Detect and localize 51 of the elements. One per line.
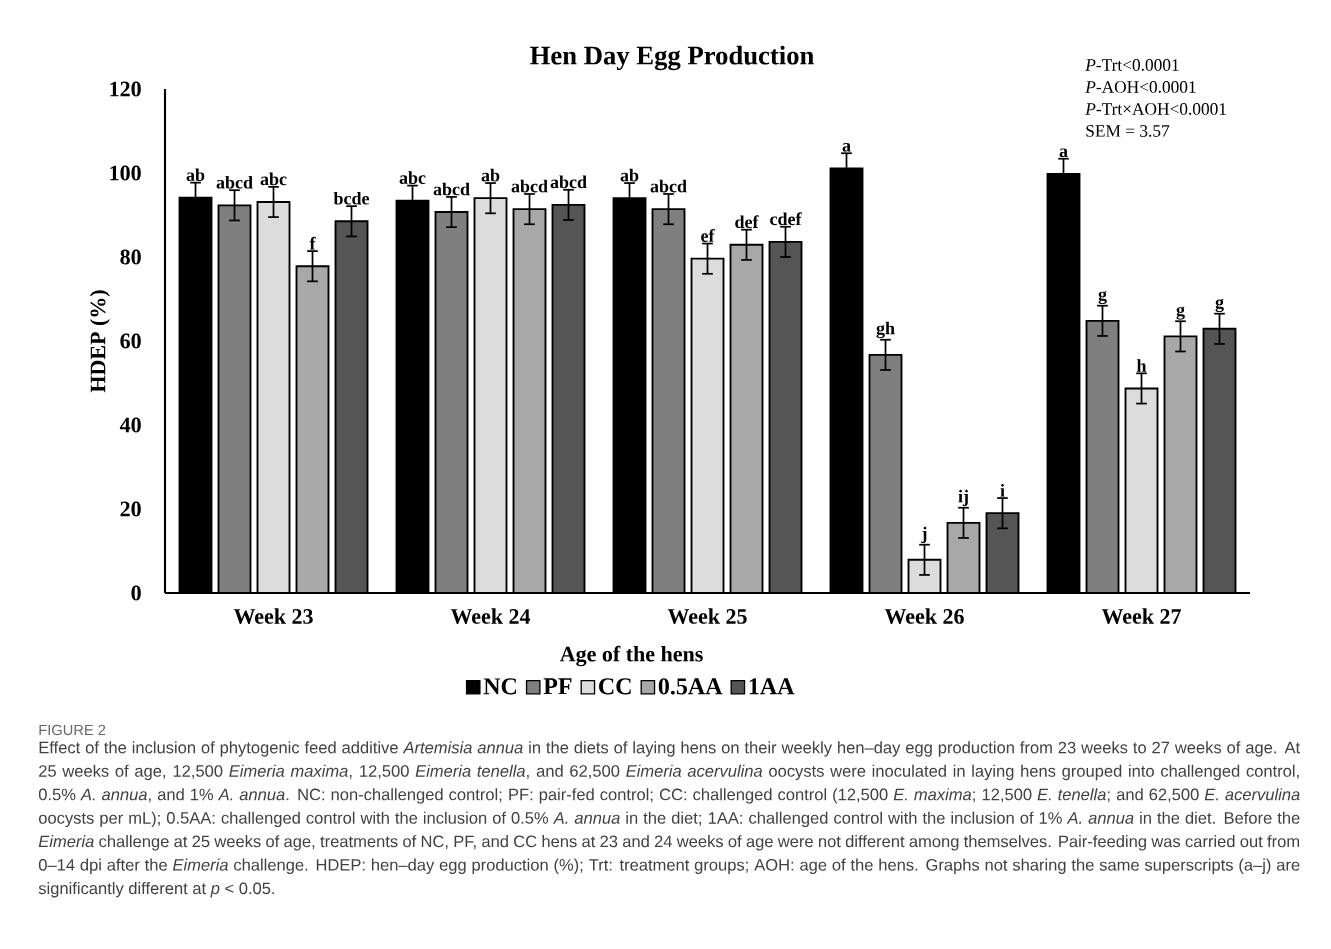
data-label: a [1059,148,1068,158]
x-tick-label: Week 23 [233,608,313,624]
y-tick-label: 120 [110,81,141,97]
data-label: abc [399,171,426,184]
data-label: abcd [216,175,253,189]
data-label: g [1215,298,1224,313]
data-label: abcd [433,182,470,196]
data-label: abcd [550,175,587,189]
data-label: ef [701,229,715,242]
legend-label: CC [599,678,631,695]
data-label: ab [620,168,639,182]
legend-label: NC [483,678,517,695]
data-label: cdef [770,212,802,226]
x-tick-label: Week 27 [1101,608,1181,624]
data-label: abcd [511,179,548,193]
y-tick-label: 60 [120,333,141,349]
legend-label: 1AA [749,678,795,695]
data-label: g [1098,290,1107,305]
data-label: j [921,526,927,544]
legend-label: 0.5AA [658,678,723,695]
x-tick-label: Week 24 [450,608,531,624]
x-tick-label: Week 25 [667,608,747,624]
legend-label: PF [543,678,572,695]
data-label: g [1176,306,1185,320]
x-axis-title: Age of the hens [559,645,703,667]
chart-title: Hen Day Egg Production [530,45,814,71]
data-label: ab [481,168,500,182]
y-tick-label: 100 [110,165,141,181]
text: Effect of the inclusion of phytogenic feed additive Artemisia annua in the diets of laying hens on their weekly hen–day egg production from 23 weeks to 27 weeks of age. At 25 weeks of age, 12,500 Eimeria maxima, 12,500 Eimeria tenella, and 62,500 Eimeria acervulina oocysts were inoculated in laying hens grouped into challenged control, 0.5% A. annua, and 1% A. annua. NC: non-challenged control; PF: pair-fed control; CC: challenged control (12,500 E. maxima; 12,500 E. tenella; and 62,500 E. acervulina oocysts per mL); 0.5AA: challenged control with the inclusion of 0.5% A. annua in the diet; 1AA: challenged control with the inclusion of 1% A. annua in the diet. Before the Eimeria challenge at 25 weeks of age, treatments of NC, PF, and CC hens at 23 and 24 weeks of age were not different among themselves. Pair-feeding was carried out from 0–14 dpi after the Eimeria challenge. HDEP: hen–day egg production (%); Trt: treatment groups; AOH: age of the hens. Graphs not sharing the same superscripts (a–j) are significantly different at p < 0.05. [38,741,1301,898]
y-tick-label: 40 [119,417,141,433]
caption: FIGURE 2 [39,724,106,736]
data-label: ab [186,168,205,182]
data-label: def [735,215,759,229]
y-axis-title: HDEP (%) [89,290,110,393]
x-tick-label: Week 26 [884,608,964,624]
annotation: SEM = 3.57 [1086,125,1170,137]
data-label: abc [260,172,287,186]
data-label: ij [958,489,968,507]
y-tick-label: 20 [120,501,141,517]
data-label: i [1000,483,1005,497]
annotation: P-AOH<0.0001 [1085,81,1196,93]
data-label: bcde [333,191,370,205]
data-label: a [842,143,851,152]
data-label: h [1136,359,1147,372]
annotation: P-Trt×AOH<0.0001 [1085,103,1226,115]
data-label: abcd [650,179,687,193]
data-label: f [309,236,316,250]
data-label: gh [876,321,895,339]
y-tick-label: 80 [120,249,141,265]
text: P-Trt<0.0001 [1085,59,1179,71]
y-tick-label: 0 [131,585,141,601]
